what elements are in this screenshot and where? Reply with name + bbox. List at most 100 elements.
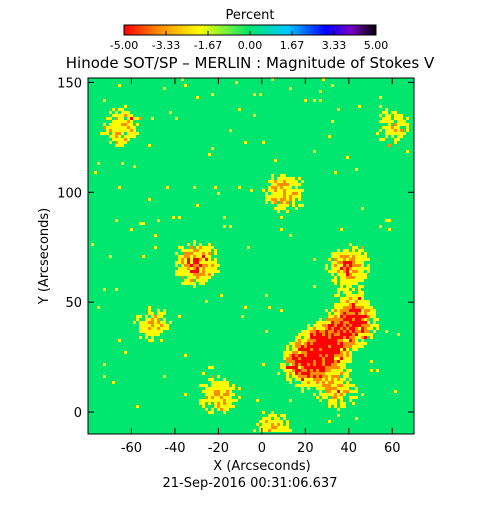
heatmap-cell [334, 255, 337, 258]
heatmap-cell [316, 387, 319, 390]
heatmap-cell [304, 366, 307, 369]
heatmap-cell [211, 399, 214, 402]
heatmap-cell [160, 327, 163, 330]
heatmap-cell [352, 318, 355, 321]
heatmap-cell [280, 426, 283, 429]
heatmap-cell [397, 129, 400, 132]
heatmap-cell [193, 264, 196, 267]
heatmap-cell [202, 273, 205, 276]
heatmap-cell [199, 384, 202, 387]
heatmap-cell [352, 336, 355, 339]
heatmap-cell [202, 372, 205, 375]
heatmap-cell [340, 228, 343, 231]
heatmap-cell [298, 369, 301, 372]
heatmap-cell [325, 357, 328, 360]
x-tick-label: 0 [258, 441, 266, 456]
heatmap-cell [283, 195, 286, 198]
heatmap-cell [346, 291, 349, 294]
heatmap-cell [298, 192, 301, 195]
heatmap-cell [214, 264, 217, 267]
heatmap-cell [334, 381, 337, 384]
heatmap-cell [145, 318, 148, 321]
heatmap-cell [124, 111, 127, 114]
heatmap-cell [304, 342, 307, 345]
heatmap-cell [271, 195, 274, 198]
heatmap-cell [355, 282, 358, 285]
heatmap-cell [223, 402, 226, 405]
heatmap-cell [280, 189, 283, 192]
heatmap-cell [313, 384, 316, 387]
heatmap-cell [217, 390, 220, 393]
heatmap-cell [343, 258, 346, 261]
heatmap-cell [349, 354, 352, 357]
heatmap-cell [262, 426, 265, 429]
heatmap-cell [262, 411, 265, 414]
heatmap-cell [319, 399, 322, 402]
heatmap-cell [298, 342, 301, 345]
heatmap-cell [334, 399, 337, 402]
heatmap-cell [160, 315, 163, 318]
heatmap-cell [322, 384, 325, 387]
heatmap-cell [280, 207, 283, 210]
heatmap-cell [379, 114, 382, 117]
heatmap-cell [199, 267, 202, 270]
heatmap-cell [328, 387, 331, 390]
heatmap-cell [358, 303, 361, 306]
heatmap-cell [322, 351, 325, 354]
heatmap-cell [148, 333, 151, 336]
heatmap-cell [355, 309, 358, 312]
heatmap-cell [280, 429, 283, 432]
heatmap-cell [331, 402, 334, 405]
heatmap-cell [292, 198, 295, 201]
heatmap-cell [148, 309, 151, 312]
heatmap-cell [187, 279, 190, 282]
heatmap-cell [121, 138, 124, 141]
heatmap-cell [226, 408, 229, 411]
heatmap-cell [310, 351, 313, 354]
heatmap-cell [334, 357, 337, 360]
heatmap-cell [208, 270, 211, 273]
heatmap-cell [133, 165, 136, 168]
heatmap-cell [367, 306, 370, 309]
heatmap-cell [199, 282, 202, 285]
heatmap-cell [319, 354, 322, 357]
heatmap-cell [277, 204, 280, 207]
heatmap-cell [298, 198, 301, 201]
heatmap-cell [352, 324, 355, 327]
heatmap-cell [379, 225, 382, 228]
heatmap-cell [292, 342, 295, 345]
heatmap-cell [346, 336, 349, 339]
heatmap-cell [310, 363, 313, 366]
heatmap-cell [355, 390, 358, 393]
heatmap-cell [355, 333, 358, 336]
heatmap-cell [118, 135, 121, 138]
heatmap-cell [352, 282, 355, 285]
heatmap-cell [331, 375, 334, 378]
heatmap-cell [340, 318, 343, 321]
heatmap-cell [211, 387, 214, 390]
heatmap-cell [370, 309, 373, 312]
heatmap-cell [340, 351, 343, 354]
heatmap-cell [346, 375, 349, 378]
heatmap-cell [235, 81, 238, 84]
heatmap-cell [115, 132, 118, 135]
heatmap-cell [331, 399, 334, 402]
heatmap-cell [334, 321, 337, 324]
heatmap-cell [118, 132, 121, 135]
heatmap-cell [286, 375, 289, 378]
heatmap-cell [313, 369, 316, 372]
heatmap-cell [103, 123, 106, 126]
heatmap-cell [106, 132, 109, 135]
heatmap-cell [145, 324, 148, 327]
heatmap-cell [352, 339, 355, 342]
heatmap-cell [385, 117, 388, 120]
heatmap-cell [310, 381, 313, 384]
heatmap-cell [319, 99, 322, 102]
heatmap-cell [118, 114, 121, 117]
heatmap-cell [196, 249, 199, 252]
heatmap-cell [349, 285, 352, 288]
heatmap-cell [364, 315, 367, 318]
heatmap-cell [196, 264, 199, 267]
heatmap-cell [313, 351, 316, 354]
heatmap-cell [340, 339, 343, 342]
